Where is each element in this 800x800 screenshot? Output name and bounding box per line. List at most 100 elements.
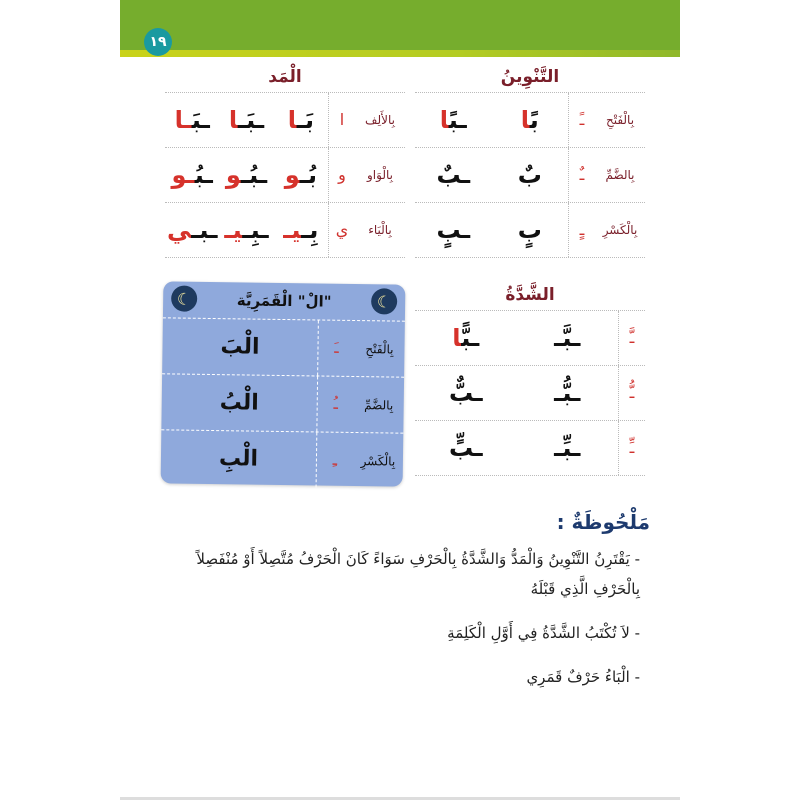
- shadda-row: ـِّ ـبِّـ ـبٍّ: [415, 420, 645, 476]
- letter-highlight: يـ: [224, 216, 243, 244]
- letter-base: ـبَّـ: [554, 324, 581, 352]
- madd-table: الْمَد بِالأَلِف ا بَـا ـبَـا ـبَـا بِالْوَاو…: [165, 62, 405, 258]
- letter-form: ـبًّا: [415, 324, 517, 352]
- tanween-row: بِالْفَتْحِ ـً بًا ـبًا: [415, 92, 645, 147]
- note-item: - الْبَاءُ حَرْفٌ قَمَرِي: [526, 668, 640, 686]
- letter-form: ـبَـا: [165, 106, 219, 134]
- letter-form: ـبٌ: [415, 161, 492, 189]
- letter-highlight: ي: [166, 216, 192, 244]
- page-header-band: [120, 0, 680, 56]
- letter-form: بًا: [492, 106, 569, 134]
- qamariya-row: بِالْفَتْحِ ـَ الْبَ: [162, 318, 405, 378]
- letter-form: ـبٌّ: [415, 379, 517, 407]
- letter-form: بِـيـ: [274, 216, 328, 244]
- page-bottom-line: [120, 797, 680, 800]
- letter-highlight: ـا: [174, 106, 192, 134]
- madd-row: بِالأَلِف ا بَـا ـبَـا ـبَـا: [165, 92, 405, 147]
- row-label: بِالأَلِف: [365, 113, 395, 127]
- letter-form: ـبٍ: [415, 216, 492, 244]
- letter-base: بَـ: [296, 106, 314, 134]
- letter-base: ـبٍّ: [448, 434, 483, 462]
- letter-base: ـبُ: [194, 161, 213, 189]
- qamariya-row: بِالْكَسْرِ ـِ الْبِ: [161, 430, 404, 488]
- diacritic-symbol: ـً: [568, 93, 595, 147]
- diacritic-symbol: ـٍ: [568, 203, 595, 257]
- diacritic-symbol: ـُّ: [618, 366, 645, 420]
- letter-highlight: يـ: [283, 216, 302, 244]
- letter-form: ـبُـو: [165, 161, 219, 189]
- shadda-title: الشَّدَّةُ: [505, 285, 555, 305]
- letter-base: ب: [529, 106, 539, 134]
- diacritic-symbol: ـَّ: [618, 311, 645, 365]
- letter-highlight: ًّا: [452, 324, 462, 352]
- qamariya-word: الْبِ: [218, 446, 259, 472]
- diacritic-symbol: ي: [328, 203, 355, 257]
- letter-highlight: ـو: [171, 161, 195, 189]
- crescent-moon-icon: ☾: [171, 285, 198, 312]
- letter-form: ـبُّـ: [517, 379, 619, 407]
- diacritic-symbol: و: [328, 148, 355, 202]
- madd-title: الْمَد: [268, 67, 302, 87]
- shadda-table: الشَّدَّةُ ـَّ ـبَّـ ـبًّا ـُّ ـبُّـ ـبٌّ ـِّ ـ…: [415, 280, 645, 476]
- row-label: بِالضَّمِّ: [605, 168, 635, 182]
- row-label: بِالْكَسْرِ: [602, 223, 638, 237]
- letter-form: ـبِّـ: [517, 434, 619, 462]
- qamariya-word: الْبَ: [220, 334, 260, 360]
- diacritic-symbol: ـِّ: [618, 421, 645, 475]
- letter-base: ـبَـ: [237, 106, 265, 134]
- letter-form: ـبَـا: [219, 106, 273, 134]
- letter-base: بُـ: [299, 161, 317, 189]
- diacritic-symbol: ـِ: [315, 432, 354, 488]
- madd-row: بِالْوَاو و بُـو ـبُـو ـبُـو: [165, 147, 405, 202]
- row-label: بِالْيَاء: [368, 223, 392, 237]
- tanween-row: بِالْكَسْرِ ـٍ بٍ ـبٍ: [415, 202, 645, 258]
- letter-highlight: ًا: [520, 106, 530, 134]
- tanween-row: بِالضَّمِّ ـٌ بٌ ـبٌ: [415, 147, 645, 202]
- row-label: بِالْفَتْحِ: [605, 113, 635, 127]
- letter-form: ـبٍّ: [415, 434, 517, 462]
- letter-highlight: و: [284, 161, 300, 189]
- letter-base: ـبٌ: [436, 161, 471, 189]
- qamariya-row: بِالضَّمِّ ـُ الْبُ: [161, 374, 405, 434]
- letter-form: ـبـي: [165, 216, 219, 244]
- qamariya-box: ☾ "الْ" الْقَمَرِيَّة ☾ بِالْفَتْحِ ـَ الْ…: [160, 281, 406, 488]
- letter-form: بٌ: [492, 161, 569, 189]
- letter-base: ـبٌّ: [448, 379, 483, 407]
- qamariya-header: ☾ "الْ" الْقَمَرِيَّة ☾: [162, 281, 406, 322]
- diacritic-symbol: ـٌ: [568, 148, 595, 202]
- header-strip: [120, 50, 680, 57]
- letter-base: بٍ: [517, 216, 542, 244]
- tanween-title: التَّنْوِينُ: [500, 67, 560, 87]
- shadda-row: ـَّ ـبَّـ ـبًّا: [415, 310, 645, 365]
- letter-base: بِـ: [301, 216, 319, 244]
- letter-form: ـبِـيـ: [219, 216, 273, 244]
- letter-highlight: ًا: [439, 106, 449, 134]
- row-label: بِالْفَتْحِ: [365, 341, 394, 357]
- row-label: بِالضَّمِّ: [364, 397, 394, 413]
- letter-form: بٍ: [492, 216, 569, 244]
- qamariya-word: الْبُ: [219, 390, 259, 416]
- note-item: - يَقْتَرِنُ التَّنْوِينُ وَالْمَدُّ وَا…: [196, 550, 640, 598]
- letter-highlight: ا: [228, 106, 238, 134]
- madd-row: بِالْيَاء ي بِـيـ ـبِـيـ ـبـي: [165, 202, 405, 258]
- tanween-table: التَّنْوِينُ بِالْفَتْحِ ـً بًا ـبًا بِالضَّ…: [415, 62, 645, 258]
- shadda-row: ـُّ ـبُّـ ـبٌّ: [415, 365, 645, 420]
- letter-form: ـبًا: [415, 106, 492, 134]
- note-item: - لاَ تُكْتَبُ الشَّدَّةُ فِي أَوَّلِ ال…: [447, 624, 640, 642]
- letter-base: ـب: [461, 324, 480, 352]
- letter-base: ـبُّـ: [554, 379, 581, 407]
- crescent-moon-icon: ☾: [370, 288, 398, 315]
- diacritic-symbol: ـُ: [316, 376, 355, 432]
- row-label: بِالْكَسْرِ: [360, 453, 396, 469]
- letter-highlight: و: [225, 161, 241, 189]
- letter-form: بُـو: [274, 161, 328, 189]
- diacritic-symbol: ا: [328, 93, 355, 147]
- notes-section: مَلْحُوظَةٌ : - يَقْتَرِنُ التَّنْوِينُ …: [150, 510, 650, 706]
- page-number: ١٩: [144, 28, 172, 56]
- letter-base: ـب: [448, 106, 467, 134]
- letter-base: ـبـ: [191, 216, 218, 244]
- notes-title: مَلْحُوظَةٌ :: [556, 510, 650, 534]
- letter-base: ـبِّـ: [554, 434, 581, 462]
- row-label: بِالْوَاو: [367, 168, 393, 182]
- letter-form: بَـا: [274, 106, 328, 134]
